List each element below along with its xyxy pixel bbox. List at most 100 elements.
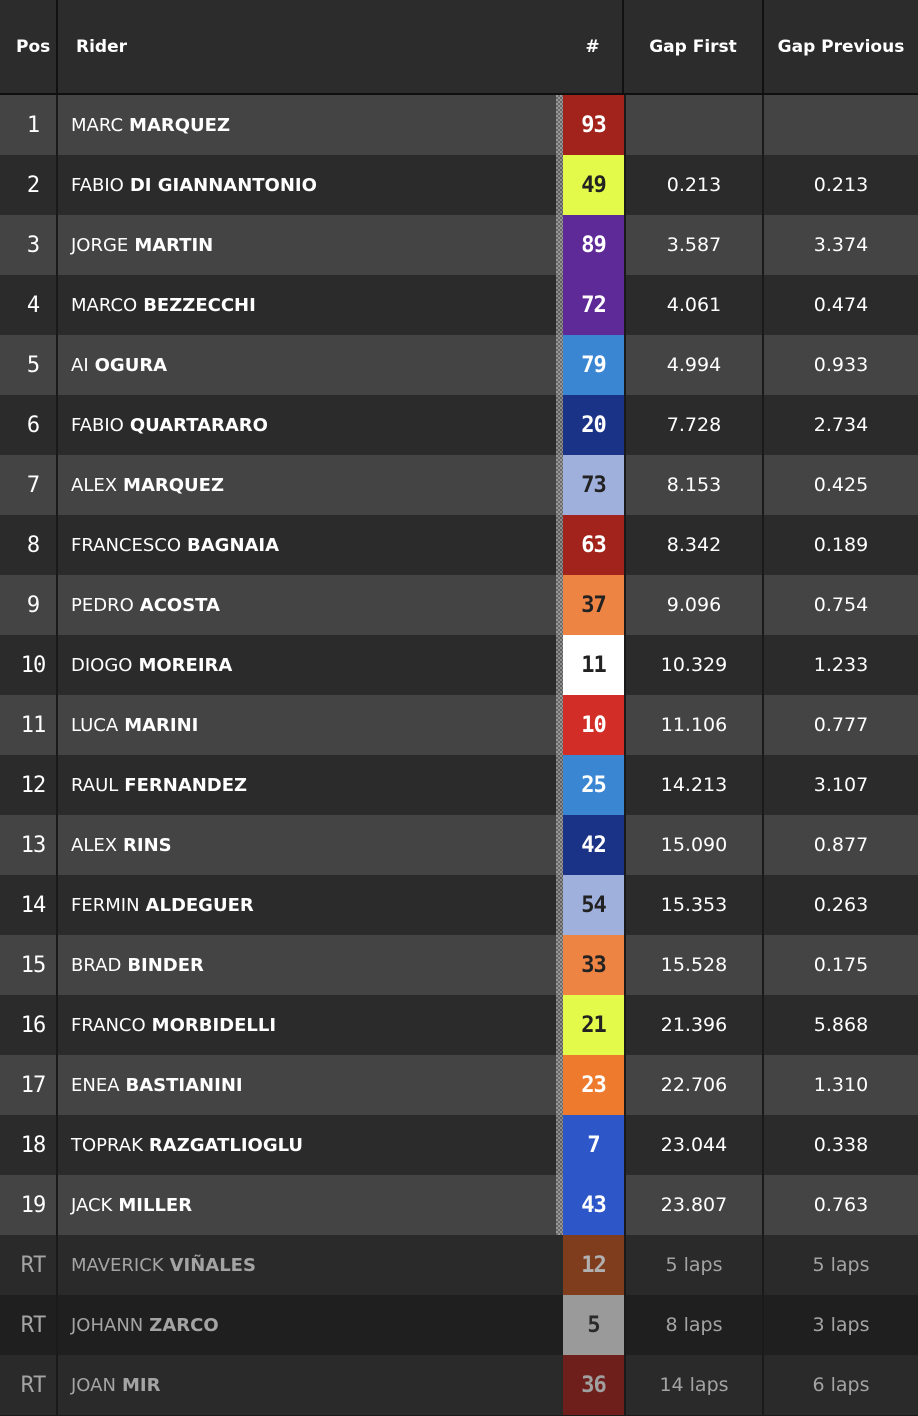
- rider-name[interactable]: MARC MARQUEZ: [58, 95, 556, 155]
- header-rider[interactable]: Rider: [76, 36, 127, 57]
- gap-first: 9.096: [624, 575, 764, 635]
- table-row[interactable]: 10 DIOGO MOREIRA 11 10.329 1.233: [0, 635, 918, 695]
- header-pos[interactable]: Pos: [0, 0, 58, 93]
- position: 8: [0, 515, 58, 575]
- table-row[interactable]: 4 MARCO BEZZECCHI 72 4.061 0.474: [0, 275, 918, 335]
- gap-previous: 0.877: [813, 834, 869, 856]
- gap-previous: 1.233: [813, 654, 869, 676]
- rider-number-badge: 10: [563, 695, 624, 755]
- header-number[interactable]: #: [563, 0, 624, 93]
- rider-name[interactable]: AI OGURA: [58, 335, 556, 395]
- gap-previous: 0.175: [813, 954, 869, 976]
- table-row[interactable]: RT JOAN MIR 36 14 laps 6 laps: [0, 1355, 918, 1415]
- gap-previous: 0.777: [813, 714, 869, 736]
- gap-first: 21.396: [624, 995, 764, 1055]
- rider-last-name: OGURA: [94, 354, 168, 376]
- table-row[interactable]: RT MAVERICK VIÑALES 12 5 laps 5 laps: [0, 1235, 918, 1295]
- table-row[interactable]: 7 ALEX MARQUEZ 73 8.153 0.425: [0, 455, 918, 515]
- rider-last-name: DI GIANNANTONIO: [129, 174, 317, 196]
- rider-last-name: MIR: [121, 1374, 161, 1396]
- rider-name[interactable]: JOAN MIR: [58, 1355, 556, 1415]
- rider-name[interactable]: JACK MILLER: [58, 1175, 556, 1235]
- position: 16: [0, 995, 58, 1055]
- rider-name[interactable]: JOHANN ZARCO: [58, 1295, 556, 1355]
- table-row[interactable]: 6 FABIO QUARTARARO 20 7.728 2.734: [0, 395, 918, 455]
- rider-last-name: RAZGATLIOGLU: [148, 1134, 304, 1156]
- rider-first-name: FABIO: [71, 174, 124, 196]
- rider-name[interactable]: ENEA BASTIANINI: [58, 1055, 556, 1115]
- rider-name[interactable]: ALEX MARQUEZ: [58, 455, 556, 515]
- position: 12: [0, 755, 58, 815]
- rider-last-name: MORBIDELLI: [151, 1014, 277, 1036]
- rider-number-badge: 20: [563, 395, 624, 455]
- rider-number-badge: 23: [563, 1055, 624, 1115]
- table-row[interactable]: 8 FRANCESCO BAGNAIA 63 8.342 0.189: [0, 515, 918, 575]
- table-row[interactable]: 9 PEDRO ACOSTA 37 9.096 0.754: [0, 575, 918, 635]
- table-row[interactable]: 5 AI OGURA 79 4.994 0.933: [0, 335, 918, 395]
- checkered-strip: [556, 515, 563, 575]
- rider-first-name: DIOGO: [71, 654, 133, 676]
- table-row[interactable]: 17 ENEA BASTIANINI 23 22.706 1.310: [0, 1055, 918, 1115]
- rider-number-badge: 63: [563, 515, 624, 575]
- position: 6: [0, 395, 58, 455]
- table-row[interactable]: 12 RAUL FERNANDEZ 25 14.213 3.107: [0, 755, 918, 815]
- rider-name[interactable]: DIOGO MOREIRA: [58, 635, 556, 695]
- position: 14: [0, 875, 58, 935]
- gap-previous: 3.374: [813, 234, 869, 256]
- rider-name[interactable]: FABIO DI GIANNANTONIO: [58, 155, 556, 215]
- gap-first: 10.329: [624, 635, 764, 695]
- rider-name[interactable]: FERMIN ALDEGUER: [58, 875, 556, 935]
- table-row[interactable]: 14 FERMIN ALDEGUER 54 15.353 0.263: [0, 875, 918, 935]
- rider-last-name: ZARCO: [149, 1314, 219, 1336]
- rider-number-badge: 12: [563, 1235, 624, 1295]
- rider-name[interactable]: JORGE MARTIN: [58, 215, 556, 275]
- header-gap-previous[interactable]: Gap Previous: [777, 36, 905, 57]
- rider-name[interactable]: PEDRO ACOSTA: [58, 575, 556, 635]
- gap-first: 15.090: [624, 815, 764, 875]
- rider-name[interactable]: ALEX RINS: [58, 815, 556, 875]
- rider-number-badge: 7: [563, 1115, 624, 1175]
- gap-previous: 0.338: [813, 1134, 869, 1156]
- rider-number-badge: 5: [563, 1295, 624, 1355]
- position: 1: [0, 95, 58, 155]
- rider-first-name: JOHANN: [71, 1314, 144, 1336]
- gap-previous: 0.425: [813, 474, 869, 496]
- rider-last-name: BASTIANINI: [125, 1074, 243, 1096]
- table-row[interactable]: 19 JACK MILLER 43 23.807 0.763: [0, 1175, 918, 1235]
- rider-last-name: FERNANDEZ: [124, 774, 248, 796]
- table-row[interactable]: 15 BRAD BINDER 33 15.528 0.175: [0, 935, 918, 995]
- rider-name[interactable]: TOPRAK RAZGATLIOGLU: [58, 1115, 556, 1175]
- rider-name[interactable]: MAVERICK VIÑALES: [58, 1235, 556, 1295]
- table-row[interactable]: 16 FRANCO MORBIDELLI 21 21.396 5.868: [0, 995, 918, 1055]
- rider-first-name: AI: [71, 354, 89, 376]
- rider-first-name: LUCA: [71, 714, 119, 736]
- gap-previous: 3 laps: [812, 1314, 870, 1336]
- header-gap-first[interactable]: Gap First: [624, 0, 764, 93]
- checkered-strip: [556, 755, 563, 815]
- table-row[interactable]: 18 TOPRAK RAZGATLIOGLU 7 23.044 0.338: [0, 1115, 918, 1175]
- gap-first: 0.213: [624, 155, 764, 215]
- position: 18: [0, 1115, 58, 1175]
- table-row[interactable]: 2 FABIO DI GIANNANTONIO 49 0.213 0.213: [0, 155, 918, 215]
- rider-name[interactable]: RAUL FERNANDEZ: [58, 755, 556, 815]
- rider-name[interactable]: MARCO BEZZECCHI: [58, 275, 556, 335]
- table-row[interactable]: RT JOHANN ZARCO 5 8 laps 3 laps: [0, 1295, 918, 1355]
- rider-name[interactable]: FRANCESCO BAGNAIA: [58, 515, 556, 575]
- checkered-strip: [556, 935, 563, 995]
- rider-name[interactable]: FABIO QUARTARARO: [58, 395, 556, 455]
- gap-first: 14 laps: [624, 1355, 764, 1415]
- rider-first-name: JOAN: [71, 1374, 116, 1396]
- position: RT: [0, 1355, 58, 1415]
- table-row[interactable]: 1 MARC MARQUEZ 93: [0, 95, 918, 155]
- table-row[interactable]: 3 JORGE MARTIN 89 3.587 3.374: [0, 215, 918, 275]
- rider-name[interactable]: FRANCO MORBIDELLI: [58, 995, 556, 1055]
- rider-name[interactable]: BRAD BINDER: [58, 935, 556, 995]
- checkered-strip: [556, 455, 563, 515]
- checkered-strip: [556, 995, 563, 1055]
- rider-name[interactable]: LUCA MARINI: [58, 695, 556, 755]
- position: 19: [0, 1175, 58, 1235]
- table-row[interactable]: 11 LUCA MARINI 10 11.106 0.777: [0, 695, 918, 755]
- table-row[interactable]: 13 ALEX RINS 42 15.090 0.877: [0, 815, 918, 875]
- gap-first: 4.061: [624, 275, 764, 335]
